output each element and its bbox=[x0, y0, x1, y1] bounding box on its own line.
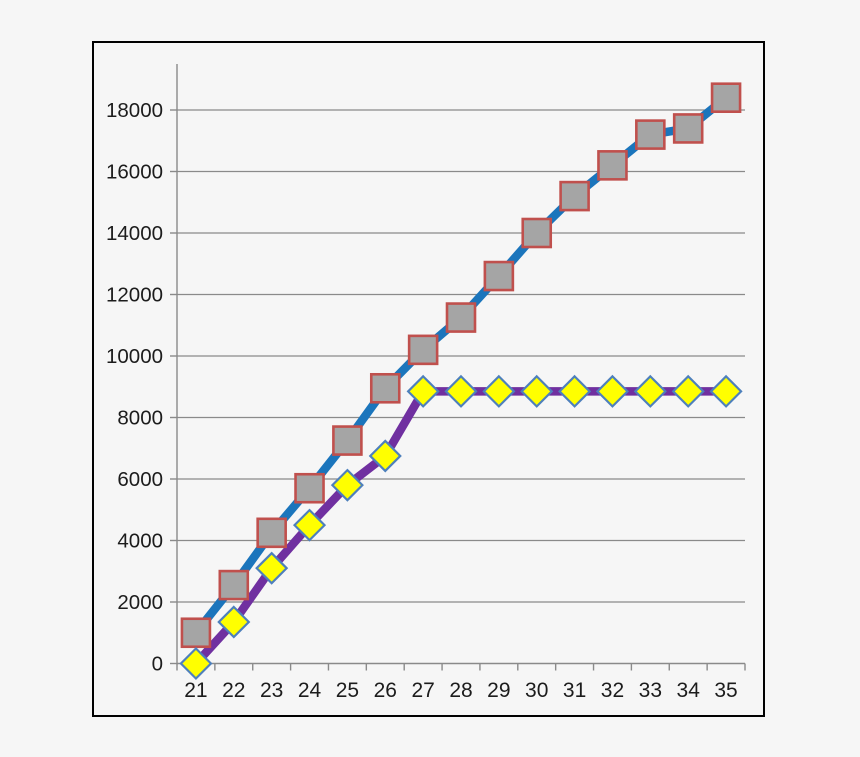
marker-square bbox=[332, 425, 363, 456]
marker-diamond bbox=[179, 646, 213, 681]
marker-square bbox=[294, 472, 325, 504]
marker-square bbox=[369, 372, 401, 404]
x-axis-tick-label: 23 bbox=[260, 679, 283, 702]
x-axis-tick-label: 32 bbox=[601, 679, 624, 702]
marker-diamond bbox=[406, 374, 440, 408]
marker-diamond bbox=[520, 374, 554, 408]
marker-diamond bbox=[217, 605, 251, 639]
y-axis-tick-label: 16000 bbox=[106, 161, 163, 184]
series-line-square bbox=[192, 94, 729, 636]
x-axis-tick-label: 21 bbox=[184, 679, 207, 702]
marker-diamond bbox=[444, 374, 478, 408]
marker-square bbox=[710, 82, 742, 113]
marker-diamond bbox=[671, 374, 705, 408]
marker-diamond bbox=[633, 374, 667, 408]
marker-square bbox=[559, 180, 590, 212]
chart-plot-border bbox=[92, 41, 765, 717]
y-axis-tick-label: 12000 bbox=[106, 284, 163, 307]
y-axis-tick-label: 2000 bbox=[117, 591, 163, 614]
marker-square bbox=[483, 260, 515, 292]
x-axis-tick-label: 22 bbox=[222, 679, 245, 702]
x-axis-tick-label: 29 bbox=[487, 679, 510, 702]
x-axis-tick-label: 31 bbox=[563, 679, 586, 702]
y-axis-tick-label: 18000 bbox=[106, 99, 163, 122]
x-axis-tick-label: 34 bbox=[677, 679, 701, 702]
marker-square bbox=[521, 217, 553, 249]
y-axis-tick-label: 6000 bbox=[117, 468, 163, 491]
marker-square bbox=[445, 302, 477, 333]
marker-diamond bbox=[482, 374, 516, 408]
y-axis-tick-label: 10000 bbox=[106, 345, 163, 368]
y-axis-tick-label: 8000 bbox=[117, 407, 163, 430]
marker-square bbox=[635, 119, 666, 150]
x-axis-tick-label: 27 bbox=[411, 679, 434, 702]
marker-square bbox=[218, 569, 250, 601]
marker-diamond bbox=[330, 468, 364, 502]
x-axis-tick-label: 28 bbox=[449, 679, 472, 702]
marker-diamond bbox=[292, 508, 327, 542]
x-axis-tick-label: 33 bbox=[639, 679, 662, 702]
marker-diamond bbox=[255, 551, 289, 585]
x-axis-tick-label: 26 bbox=[374, 679, 397, 702]
x-axis-tick-label: 30 bbox=[525, 679, 548, 702]
marker-diamond bbox=[558, 374, 592, 408]
x-axis-tick-label: 25 bbox=[336, 679, 359, 702]
x-axis-tick-label: 35 bbox=[714, 679, 737, 702]
marker-diamond bbox=[709, 374, 743, 408]
marker-diamond bbox=[368, 439, 402, 473]
marker-square bbox=[672, 113, 704, 144]
x-axis-tick-label: 24 bbox=[298, 679, 322, 702]
y-axis-tick-label: 0 bbox=[152, 653, 163, 676]
marker-square bbox=[180, 617, 212, 649]
marker-diamond bbox=[595, 374, 630, 408]
y-axis-tick-label: 4000 bbox=[117, 530, 163, 553]
marker-square bbox=[597, 150, 628, 181]
marker-square bbox=[407, 334, 439, 366]
y-axis-tick-label: 14000 bbox=[106, 222, 163, 245]
marker-square bbox=[256, 517, 287, 549]
